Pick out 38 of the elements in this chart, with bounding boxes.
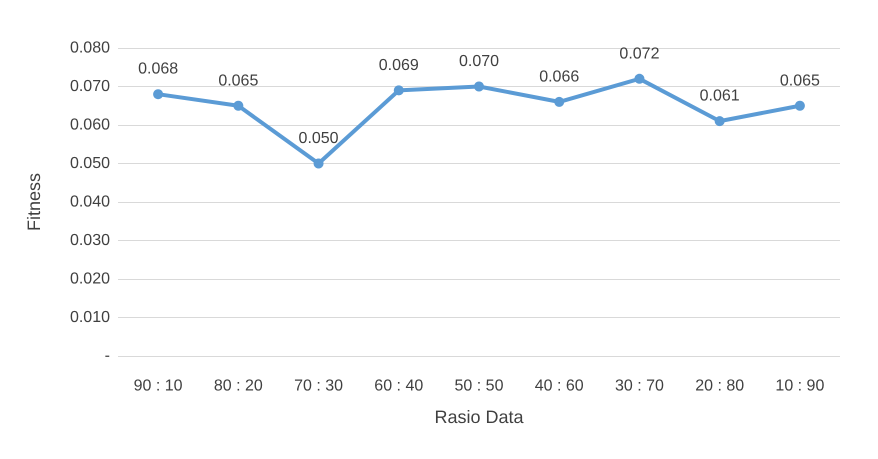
x-tick-label: 20 : 80 bbox=[695, 378, 744, 394]
x-tick-label: 10 : 90 bbox=[775, 378, 824, 394]
data-label: 0.065 bbox=[780, 72, 820, 90]
y-tick-label: 0.050 bbox=[70, 155, 110, 172]
y-tick-label: 0.020 bbox=[70, 270, 110, 288]
point bbox=[394, 85, 404, 96]
y-tick-label: 0.060 bbox=[70, 116, 110, 134]
y-tick-label: 0.040 bbox=[70, 194, 110, 210]
point bbox=[153, 89, 164, 100]
data-label: 0.061 bbox=[700, 88, 740, 105]
x-tick-label: 50 : 50 bbox=[454, 378, 504, 394]
point bbox=[233, 100, 244, 111]
point bbox=[474, 82, 484, 92]
x-tick-label: 40 : 60 bbox=[534, 378, 584, 394]
point bbox=[794, 100, 805, 111]
y-tick-label: 0.080 bbox=[70, 40, 110, 56]
x-tick-label: 30 : 70 bbox=[614, 378, 664, 394]
x-tick-label: 70 : 30 bbox=[294, 378, 344, 394]
point bbox=[554, 96, 564, 107]
y-tick-label: 0.010 bbox=[70, 309, 110, 326]
x-tick-label: 60 : 40 bbox=[374, 378, 424, 394]
data-label: 0.050 bbox=[298, 130, 339, 147]
point bbox=[634, 74, 644, 84]
x-tick-label: 90 : 10 bbox=[134, 378, 183, 394]
x-tick-label: 80 : 20 bbox=[214, 378, 263, 394]
y-tick-label: - bbox=[104, 348, 110, 364]
y-tick-label: 0.070 bbox=[70, 78, 110, 95]
data-label: 0.069 bbox=[378, 56, 419, 74]
data-label: 0.068 bbox=[138, 60, 178, 78]
point bbox=[714, 116, 725, 126]
y-tick-label: 0.030 bbox=[70, 232, 110, 249]
y-axis-title: Fitness bbox=[24, 172, 44, 232]
x-axis-title: Rasio Data bbox=[434, 407, 525, 427]
data-label: 0.065 bbox=[218, 72, 258, 90]
point bbox=[314, 158, 324, 168]
data-label: 0.066 bbox=[539, 68, 580, 86]
data-label: 0.070 bbox=[458, 53, 500, 70]
data-label: 0.072 bbox=[619, 45, 660, 62]
